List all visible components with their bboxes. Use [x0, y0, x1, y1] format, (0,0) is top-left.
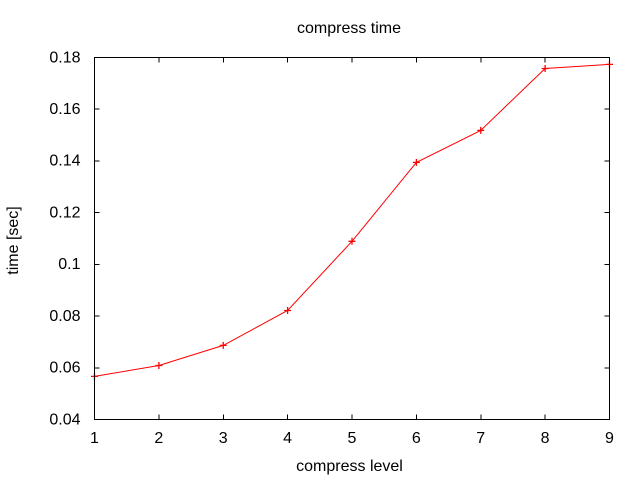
svg-text:0.14: 0.14	[49, 153, 80, 170]
svg-text:4: 4	[283, 430, 292, 447]
svg-text:0.18: 0.18	[49, 49, 80, 66]
svg-text:time [sec]: time [sec]	[5, 206, 22, 274]
svg-text:7: 7	[476, 430, 485, 447]
svg-text:0.1: 0.1	[58, 256, 80, 273]
svg-text:8: 8	[541, 430, 550, 447]
svg-text:9: 9	[605, 430, 614, 447]
svg-text:3: 3	[219, 430, 228, 447]
svg-text:0.04: 0.04	[49, 411, 80, 428]
svg-text:compress level: compress level	[296, 458, 403, 475]
svg-text:0.08: 0.08	[49, 308, 80, 325]
svg-text:5: 5	[348, 430, 357, 447]
svg-text:6: 6	[412, 430, 421, 447]
svg-text:0.12: 0.12	[49, 204, 80, 221]
svg-text:compress time: compress time	[297, 20, 401, 37]
svg-text:0.16: 0.16	[49, 101, 80, 118]
svg-text:2: 2	[154, 430, 163, 447]
svg-text:1: 1	[90, 430, 99, 447]
svg-text:0.06: 0.06	[49, 360, 80, 377]
